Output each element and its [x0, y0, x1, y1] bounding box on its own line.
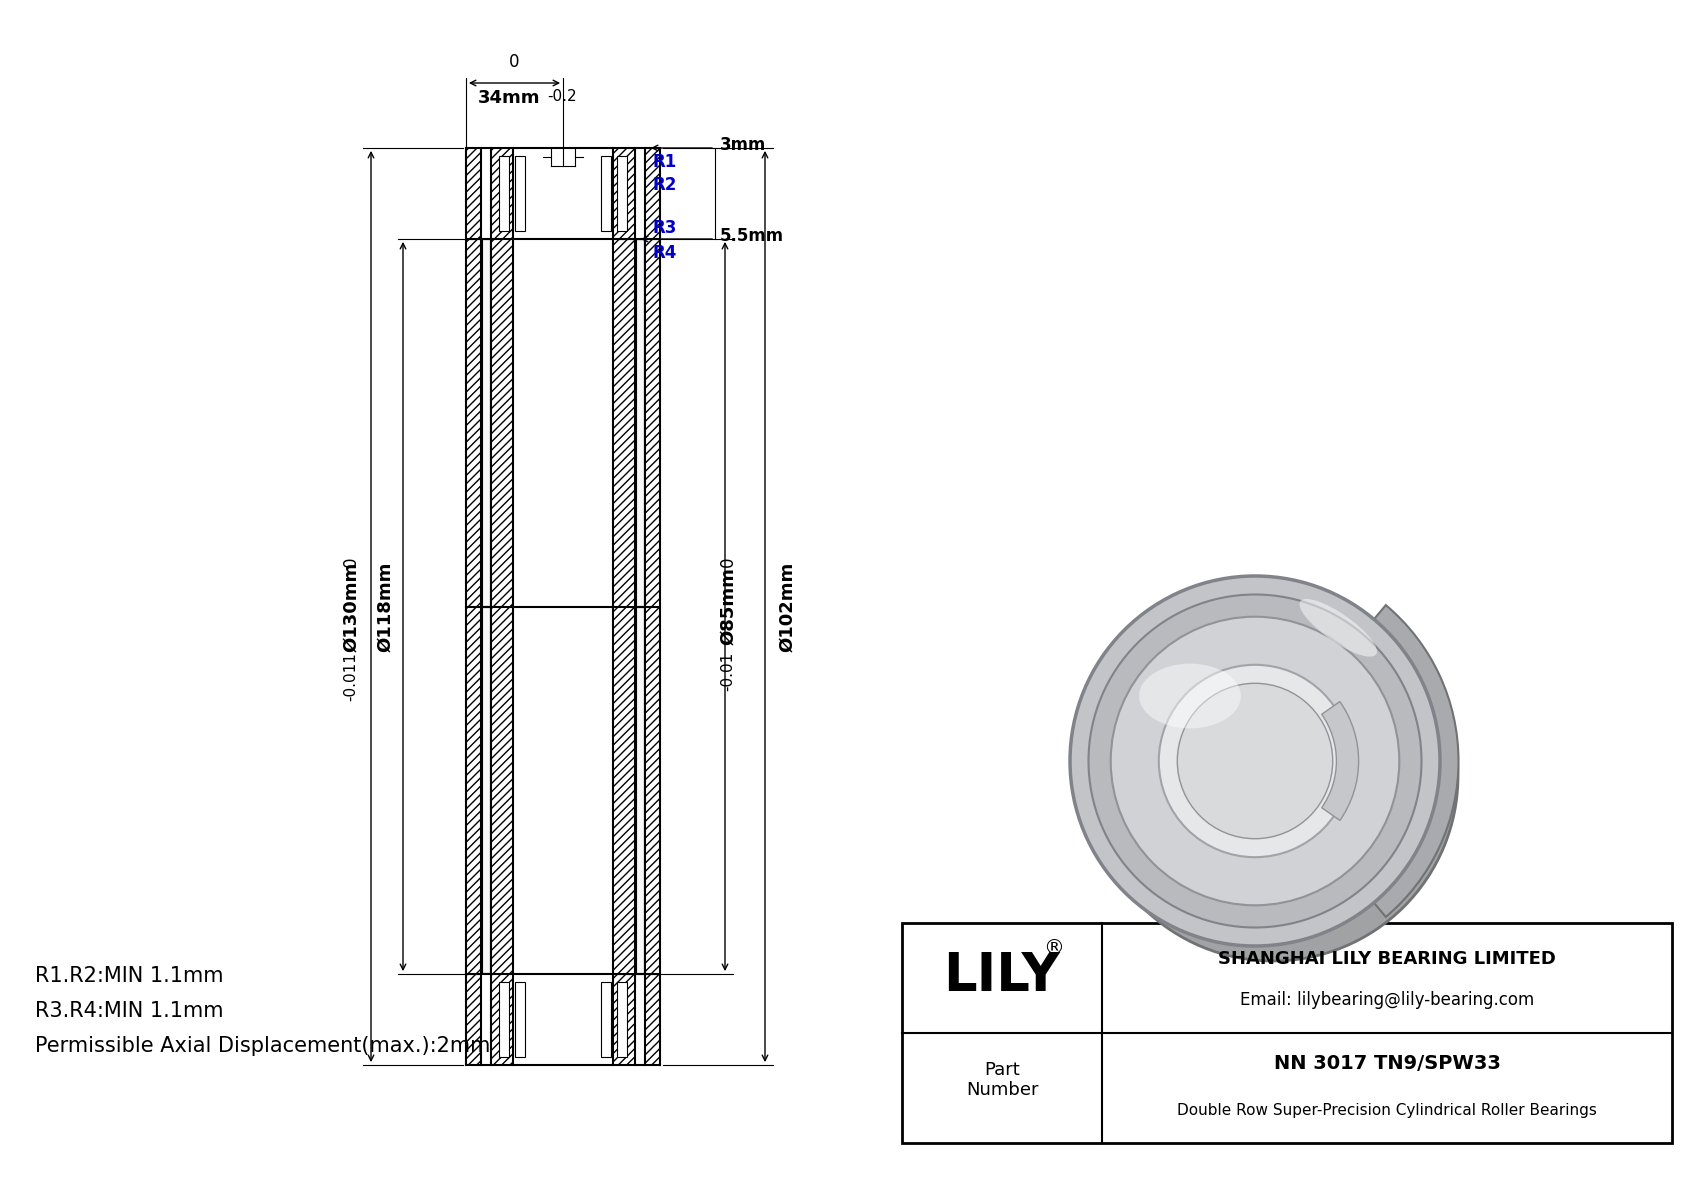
Polygon shape: [645, 148, 660, 239]
Bar: [903, 923, 1672, 1143]
Text: 34mm: 34mm: [478, 89, 541, 107]
Bar: [601, 156, 611, 231]
Text: R2: R2: [653, 176, 677, 194]
Circle shape: [1177, 684, 1332, 838]
Text: Ø130mm: Ø130mm: [342, 561, 360, 651]
Text: LILY: LILY: [943, 949, 1061, 1002]
Bar: [498, 156, 509, 231]
Text: Part
Number: Part Number: [965, 1061, 1039, 1099]
Text: R3.R4:MIN 1.1mm: R3.R4:MIN 1.1mm: [35, 1000, 224, 1021]
Bar: [637, 239, 643, 605]
Text: SHANGHAI LILY BEARING LIMITED: SHANGHAI LILY BEARING LIMITED: [1218, 950, 1556, 968]
Text: R1.R2:MIN 1.1mm: R1.R2:MIN 1.1mm: [35, 966, 224, 986]
Polygon shape: [492, 148, 514, 239]
Polygon shape: [492, 239, 514, 974]
Circle shape: [1111, 617, 1399, 905]
Polygon shape: [466, 148, 482, 239]
Text: 0: 0: [509, 54, 520, 71]
Text: Ø85mm: Ø85mm: [719, 568, 738, 646]
Text: 0: 0: [719, 556, 738, 567]
Polygon shape: [613, 974, 635, 1065]
Wedge shape: [1322, 701, 1359, 821]
Polygon shape: [645, 239, 660, 974]
Text: 3mm: 3mm: [721, 136, 766, 154]
Text: Ø118mm: Ø118mm: [376, 561, 394, 651]
Ellipse shape: [1300, 599, 1378, 656]
Text: Double Row Super-Precision Cylindrical Roller Bearings: Double Row Super-Precision Cylindrical R…: [1177, 1103, 1596, 1117]
Text: R4: R4: [653, 244, 677, 262]
Text: -0.2: -0.2: [547, 89, 578, 104]
Text: Permissible Axial Displacement(max.):2mm: Permissible Axial Displacement(max.):2mm: [35, 1036, 490, 1056]
Ellipse shape: [1138, 663, 1241, 729]
Bar: [482, 606, 490, 973]
Bar: [498, 983, 509, 1056]
Text: -0.011: -0.011: [344, 651, 359, 701]
Text: -0.01: -0.01: [721, 651, 736, 691]
Text: R3: R3: [653, 219, 677, 237]
Circle shape: [1069, 576, 1440, 946]
Polygon shape: [466, 974, 482, 1065]
Bar: [616, 983, 626, 1056]
Bar: [515, 983, 525, 1056]
Circle shape: [1159, 665, 1351, 858]
Text: 0: 0: [342, 556, 360, 567]
Text: Ø102mm: Ø102mm: [778, 561, 797, 651]
Polygon shape: [466, 239, 482, 974]
Text: Email: lilybearing@lily-bearing.com: Email: lilybearing@lily-bearing.com: [1239, 991, 1534, 1009]
Bar: [616, 156, 626, 231]
Polygon shape: [492, 974, 514, 1065]
Text: ®: ®: [1044, 937, 1064, 958]
Bar: [515, 156, 525, 231]
Bar: [637, 606, 643, 973]
Polygon shape: [613, 239, 635, 974]
Circle shape: [1088, 591, 1458, 961]
Wedge shape: [1364, 605, 1458, 917]
Bar: [482, 239, 490, 605]
Text: R1: R1: [653, 152, 677, 172]
Text: NN 3017 TN9/SPW33: NN 3017 TN9/SPW33: [1273, 1054, 1500, 1073]
Bar: [601, 983, 611, 1056]
Text: 5.5mm: 5.5mm: [721, 227, 785, 245]
Polygon shape: [645, 974, 660, 1065]
Polygon shape: [613, 148, 635, 239]
Circle shape: [1088, 594, 1421, 928]
